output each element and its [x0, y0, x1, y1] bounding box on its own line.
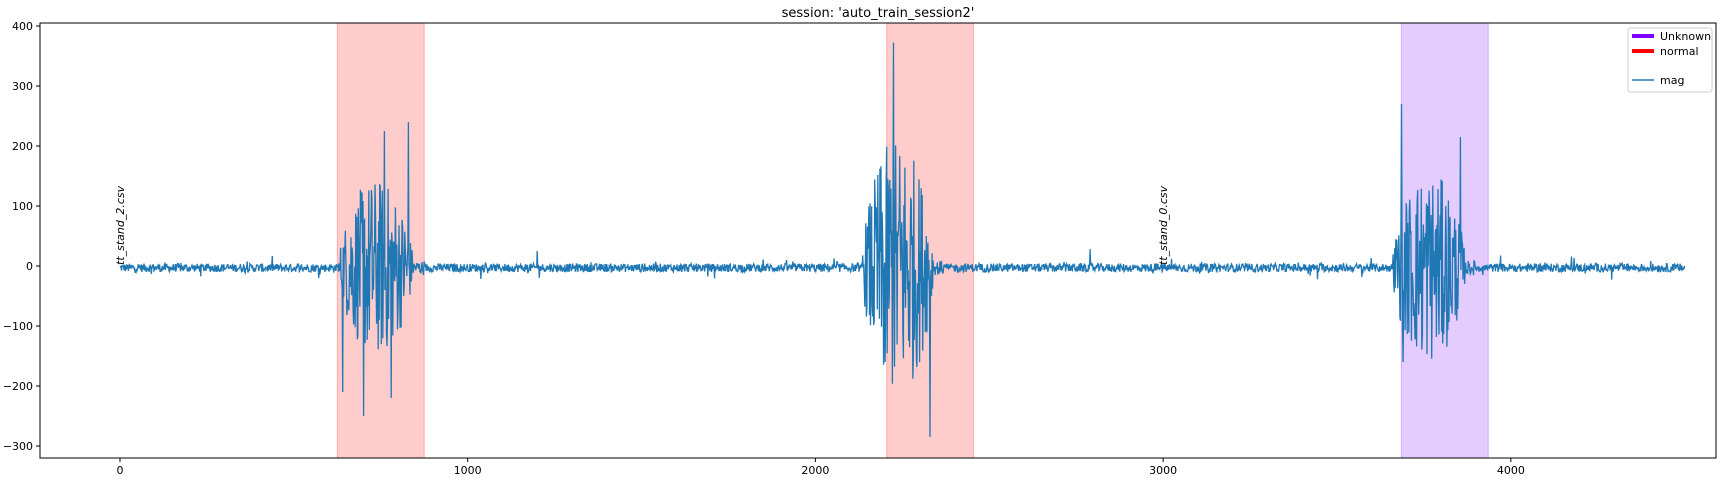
legend-label: normal [1660, 45, 1699, 58]
y-tick-label: 400 [12, 20, 33, 33]
legend: Unknown normal mag [1627, 27, 1713, 93]
file-annotation: tt_stand_0.csv [1157, 185, 1170, 265]
annotations: tt_stand_2.csv tt_stand_0.csv [114, 185, 1170, 265]
series-line-mag [119, 42, 1686, 438]
series-layer [119, 42, 1686, 438]
y-tick-label: 0 [26, 260, 33, 273]
x-tick-label: 0 [116, 464, 123, 477]
y-tick-label: −300 [3, 440, 33, 453]
y-tick-label: 200 [12, 140, 33, 153]
legend-label: mag [1660, 74, 1684, 87]
legend-label: Unknown [1660, 30, 1711, 43]
y-tick-label: −200 [3, 380, 33, 393]
y-axis: −300 −200 −100 0 100 200 300 400 [3, 20, 40, 453]
y-tick-label: 100 [12, 200, 33, 213]
legend-box [1627, 27, 1713, 93]
x-tick-label: 1000 [454, 464, 482, 477]
file-annotation: tt_stand_2.csv [114, 185, 127, 265]
x-tick-label: 4000 [1497, 464, 1525, 477]
chart-title: session: 'auto_train_session2' [782, 6, 975, 21]
plot-area-frame [39, 22, 1717, 459]
y-tick-label: 300 [12, 80, 33, 93]
x-tick-label: 3000 [1149, 464, 1177, 477]
x-axis: 0 1000 2000 3000 4000 [116, 458, 1525, 477]
y-tick-label: −100 [3, 320, 33, 333]
x-tick-label: 2000 [801, 464, 829, 477]
